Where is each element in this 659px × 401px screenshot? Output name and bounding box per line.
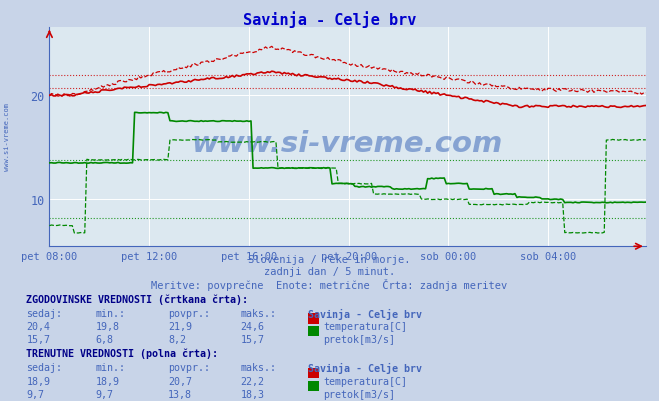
Text: 18,9: 18,9 [26, 376, 50, 386]
Text: maks.:: maks.: [241, 362, 277, 372]
Text: pretok[m3/s]: pretok[m3/s] [323, 389, 395, 399]
Text: sedaj:: sedaj: [26, 362, 63, 372]
Text: 20,4: 20,4 [26, 322, 50, 332]
Text: 18,3: 18,3 [241, 389, 264, 399]
Text: Savinja - Celje brv: Savinja - Celje brv [243, 11, 416, 28]
Text: sedaj:: sedaj: [26, 308, 63, 318]
Text: min.:: min.: [96, 308, 126, 318]
Text: povpr.:: povpr.: [168, 362, 210, 372]
Text: zadnji dan / 5 minut.: zadnji dan / 5 minut. [264, 267, 395, 277]
Text: 18,9: 18,9 [96, 376, 119, 386]
Text: 20,7: 20,7 [168, 376, 192, 386]
Text: 22,2: 22,2 [241, 376, 264, 386]
Text: ZGODOVINSKE VREDNOSTI (črtkana črta):: ZGODOVINSKE VREDNOSTI (črtkana črta): [26, 294, 248, 304]
Text: TRENUTNE VREDNOSTI (polna črta):: TRENUTNE VREDNOSTI (polna črta): [26, 348, 218, 358]
Text: www.si-vreme.com: www.si-vreme.com [3, 102, 10, 170]
Text: 13,8: 13,8 [168, 389, 192, 399]
Text: Savinja - Celje brv: Savinja - Celje brv [308, 362, 422, 373]
Text: pretok[m3/s]: pretok[m3/s] [323, 334, 395, 344]
Text: 24,6: 24,6 [241, 322, 264, 332]
Text: 9,7: 9,7 [96, 389, 113, 399]
Text: povpr.:: povpr.: [168, 308, 210, 318]
Text: Slovenija / reke in morje.: Slovenija / reke in morje. [248, 255, 411, 265]
Text: maks.:: maks.: [241, 308, 277, 318]
Text: 19,8: 19,8 [96, 322, 119, 332]
Text: 6,8: 6,8 [96, 334, 113, 344]
Text: 8,2: 8,2 [168, 334, 186, 344]
Text: temperatura[C]: temperatura[C] [323, 376, 407, 386]
Text: 9,7: 9,7 [26, 389, 44, 399]
Text: min.:: min.: [96, 362, 126, 372]
Text: 21,9: 21,9 [168, 322, 192, 332]
Text: 15,7: 15,7 [26, 334, 50, 344]
Text: Savinja - Celje brv: Savinja - Celje brv [308, 308, 422, 319]
Text: Meritve: povprečne  Enote: metrične  Črta: zadnja meritev: Meritve: povprečne Enote: metrične Črta:… [152, 279, 507, 291]
Text: temperatura[C]: temperatura[C] [323, 322, 407, 332]
Text: 15,7: 15,7 [241, 334, 264, 344]
Text: www.si-vreme.com: www.si-vreme.com [192, 130, 503, 158]
